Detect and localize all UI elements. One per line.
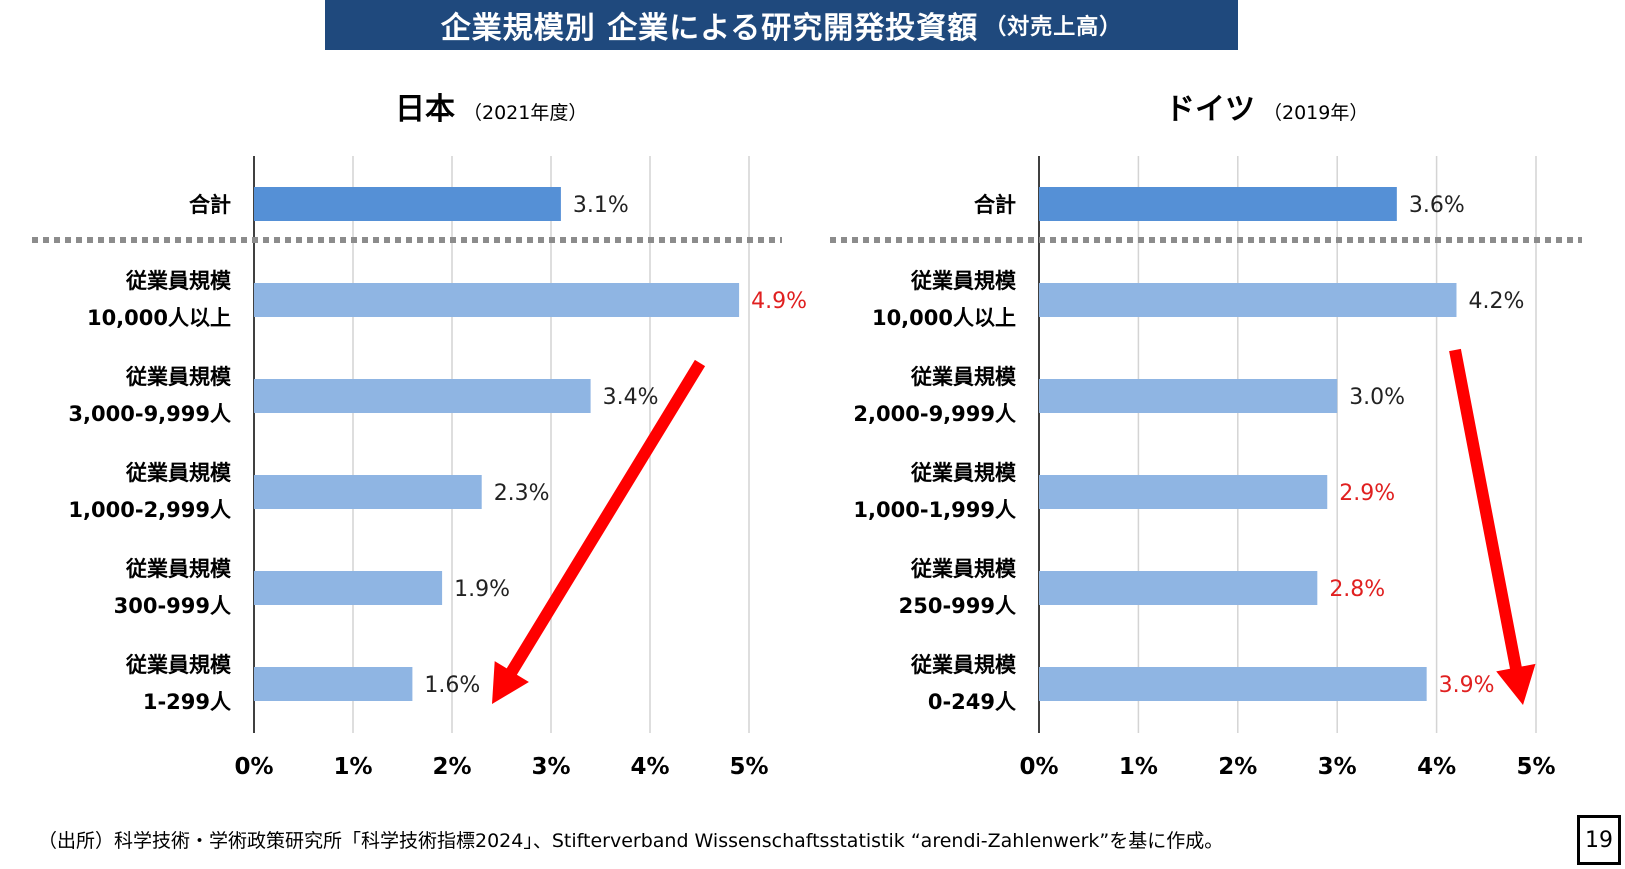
bar-japan-3 — [254, 475, 482, 509]
value-label-japan-0: 3.1% — [573, 193, 629, 218]
bar-japan-2 — [254, 379, 591, 413]
trend-arrow-japan — [492, 359, 706, 704]
page-title-banner: 企業規模別 企業による研究開発投資額 （対売上高） — [325, 0, 1238, 50]
category-label-japan-1-0: 従業員規模 — [125, 269, 232, 293]
chart-title-japan: 日本 （2021年度） — [395, 84, 587, 128]
x-tick-label-japan-3: 3% — [531, 754, 570, 780]
x-tick-label-japan-1: 1% — [333, 754, 372, 780]
bar-germany-1 — [1039, 283, 1457, 317]
chart-country-japan: 日本 — [395, 92, 455, 127]
x-tick-label-japan-4: 4% — [630, 754, 669, 780]
x-tick-label-germany-3: 3% — [1318, 754, 1357, 780]
x-tick-label-germany-2: 2% — [1218, 754, 1257, 780]
category-label-japan-5-0: 従業員規模 — [125, 653, 232, 677]
value-label-germany-3: 2.9% — [1339, 481, 1395, 506]
value-label-germany-4: 2.8% — [1329, 577, 1385, 602]
bar-germany-5 — [1039, 667, 1427, 701]
category-label-japan-5-1: 1-299人 — [143, 690, 231, 714]
category-label-germany-5-1: 0-249人 — [928, 690, 1016, 714]
bar-germany-3 — [1039, 475, 1328, 509]
value-label-germany-2: 3.0% — [1349, 385, 1405, 410]
category-label-germany-4-1: 250-999人 — [899, 594, 1016, 618]
value-label-japan-5: 1.6% — [424, 673, 480, 698]
value-label-germany-1: 4.2% — [1468, 289, 1524, 314]
category-label-japan-4-1: 300-999人 — [114, 594, 231, 618]
category-label-japan-2-0: 従業員規模 — [125, 365, 232, 389]
x-tick-label-japan-5: 5% — [729, 754, 768, 780]
value-label-japan-2: 3.4% — [603, 385, 659, 410]
bar-germany-0 — [1039, 187, 1397, 221]
value-label-japan-3: 2.3% — [494, 481, 550, 506]
category-label-japan-0-0: 合計 — [189, 193, 231, 217]
category-label-japan-3-1: 1,000-2,999人 — [68, 498, 231, 522]
category-label-japan-2-1: 3,000-9,999人 — [68, 402, 231, 426]
bar-germany-2 — [1039, 379, 1338, 413]
chart-country-germany: ドイツ — [1165, 92, 1255, 127]
value-label-japan-4: 1.9% — [454, 577, 510, 602]
chart-year-germany: （2019年） — [1263, 102, 1369, 124]
bar-japan-5 — [254, 667, 413, 701]
bar-japan-4 — [254, 571, 443, 605]
category-label-japan-4-0: 従業員規模 — [125, 557, 232, 581]
x-tick-label-germany-4: 4% — [1417, 754, 1456, 780]
value-label-japan-1: 4.9% — [751, 289, 807, 314]
bar-germany-4 — [1039, 571, 1318, 605]
chart-year-japan: （2021年度） — [463, 102, 588, 124]
x-tick-label-japan-2: 2% — [432, 754, 471, 780]
category-label-germany-2-0: 従業員規模 — [910, 365, 1017, 389]
category-label-germany-1-1: 10,000人以上 — [872, 306, 1016, 330]
bar-japan-1 — [254, 283, 740, 317]
x-tick-label-germany-5: 5% — [1516, 754, 1555, 780]
value-label-germany-5: 3.9% — [1439, 673, 1495, 698]
category-label-germany-4-0: 従業員規模 — [910, 557, 1017, 581]
x-tick-label-germany-1: 1% — [1119, 754, 1158, 780]
category-label-germany-2-1: 2,000-9,999人 — [853, 402, 1016, 426]
category-label-japan-3-0: 従業員規模 — [125, 461, 232, 485]
page-title: 企業規模別 企業による研究開発投資額 — [440, 11, 979, 46]
bar-japan-0 — [254, 187, 561, 221]
category-label-germany-1-0: 従業員規模 — [910, 269, 1017, 293]
page-title-suffix: （対売上高） — [984, 15, 1123, 40]
source-footnote: （出所）科学技術・学術政策研究所「科学技術指標2024」、Stifterverb… — [38, 830, 1224, 852]
category-label-germany-3-1: 1,000-1,999人 — [853, 498, 1016, 522]
category-label-germany-3-0: 従業員規模 — [910, 461, 1017, 485]
value-label-germany-0: 3.6% — [1409, 193, 1465, 218]
category-label-germany-0-0: 合計 — [974, 193, 1016, 217]
trend-arrow-germany — [1449, 348, 1536, 705]
x-tick-label-germany-0: 0% — [1019, 754, 1058, 780]
category-label-japan-1-1: 10,000人以上 — [87, 306, 231, 330]
chart-title-germany: ドイツ （2019年） — [1165, 84, 1368, 128]
x-tick-label-japan-0: 0% — [234, 754, 273, 780]
page-number: 19 — [1577, 815, 1621, 865]
category-label-germany-5-0: 従業員規模 — [910, 653, 1017, 677]
